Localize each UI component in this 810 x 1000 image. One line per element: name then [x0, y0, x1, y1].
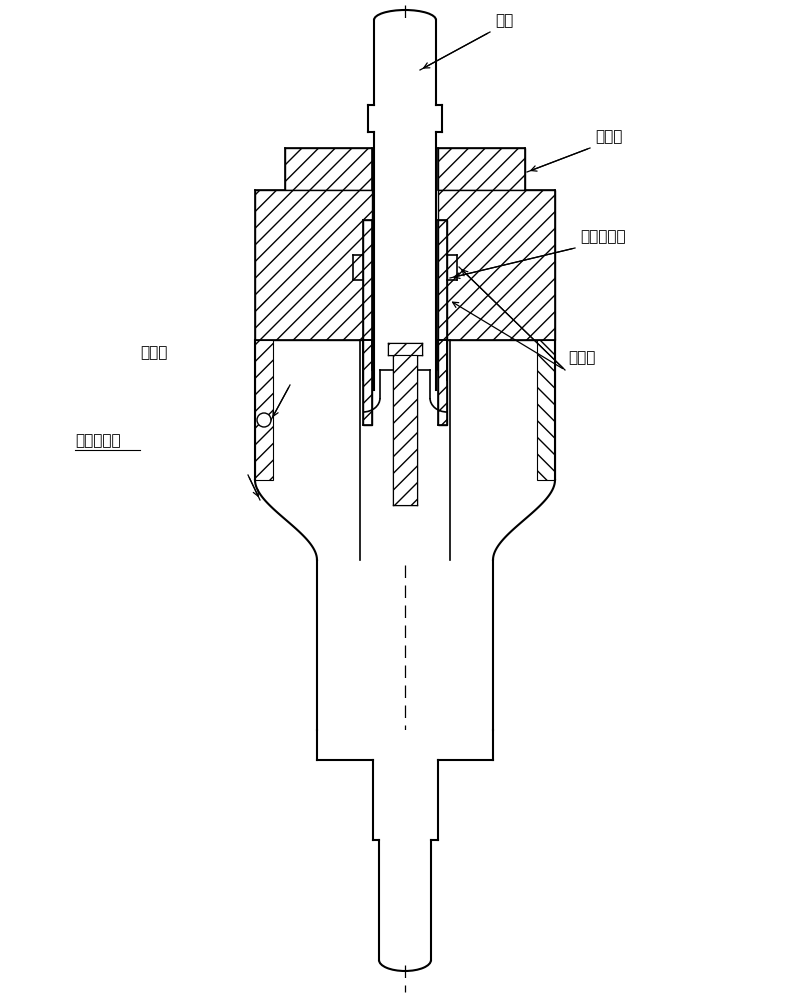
Bar [255, 340, 273, 480]
Bar [317, 730, 493, 760]
Bar [438, 220, 447, 425]
Bar [438, 190, 555, 340]
Bar [438, 148, 525, 190]
Bar [388, 343, 422, 355]
Bar [373, 760, 437, 840]
Bar [379, 840, 431, 962]
Polygon shape [255, 480, 555, 560]
Bar [363, 220, 372, 425]
Text: 外层金属体: 外层金属体 [75, 433, 121, 448]
Circle shape [257, 413, 271, 427]
Text: 线缆: 线缆 [495, 13, 514, 28]
Bar [393, 355, 417, 505]
Text: 灌胶孔: 灌胶孔 [140, 345, 168, 360]
Text: 灌胶槽: 灌胶槽 [568, 350, 595, 365]
Bar [255, 190, 372, 340]
Bar [537, 340, 555, 480]
Bar [285, 148, 372, 190]
Bar [374, 20, 436, 390]
Text: 屏蔽层: 屏蔽层 [595, 129, 622, 144]
Text: 内层金属体: 内层金属体 [580, 229, 625, 244]
